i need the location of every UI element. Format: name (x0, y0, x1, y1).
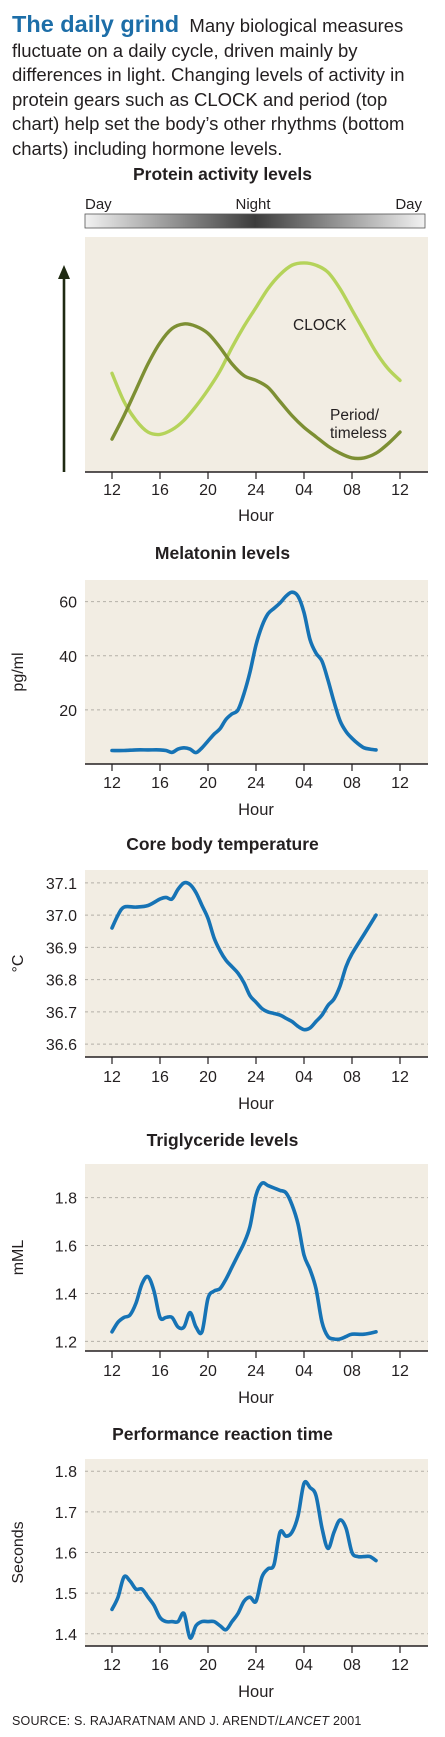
chart-title-temperature: Core body temperature (126, 834, 319, 854)
x-tick-label: 12 (103, 1363, 121, 1380)
y-tick-label: 1.6 (55, 1239, 77, 1256)
y-tick-label: 36.8 (46, 973, 77, 990)
x-tick-label: 08 (343, 1069, 361, 1086)
y-tick-label: 1.2 (55, 1334, 77, 1351)
y-axis-label: °C (10, 955, 27, 973)
x-tick-label: 08 (343, 482, 361, 499)
x-tick-label: 08 (343, 775, 361, 792)
y-axis-arrowhead (58, 265, 70, 279)
x-tick-label: 16 (151, 775, 169, 792)
period-timeless-line (110, 322, 402, 461)
y-tick-label: 1.5 (55, 1586, 77, 1603)
x-tick-label: 24 (247, 1363, 265, 1380)
source-credit: SOURCE: S. RAJARATNAM AND J. ARENDT/LANC… (12, 1714, 362, 1728)
x-axis-label: Hour (238, 1095, 274, 1113)
y-tick-label: 1.7 (55, 1505, 77, 1522)
x-axis-label: Hour (238, 507, 274, 525)
x-tick-label: 12 (391, 1363, 409, 1380)
y-tick-label: 1.4 (55, 1286, 77, 1303)
series-label-period: Period/timeless (330, 407, 387, 442)
y-tick-label: 36.7 (46, 1005, 77, 1022)
data-line (110, 1479, 378, 1640)
series-label-period-line1: Period/ (330, 407, 380, 424)
x-axis-label: Hour (238, 1389, 274, 1407)
x-tick-label: 08 (343, 1363, 361, 1380)
x-tick-label: 12 (391, 1069, 409, 1086)
intro-paragraph: The daily grind Many biological measures… (12, 12, 437, 161)
plot-area (85, 1459, 428, 1646)
source-text: SOURCE: S. RAJARATNAM AND J. ARENDT/ (12, 1714, 279, 1728)
clock-line (110, 261, 402, 437)
y-tick-label: 60 (59, 595, 77, 612)
y-tick-label: 37.1 (46, 876, 77, 893)
y-tick-label: 20 (59, 703, 77, 720)
headline: The daily grind (12, 11, 180, 37)
plot-area (85, 870, 428, 1057)
data-line (110, 1180, 378, 1342)
y-tick-label: 37.0 (46, 908, 77, 925)
y-axis-label: Seconds (10, 1521, 27, 1583)
x-tick-label: 24 (247, 482, 265, 499)
day-label-right: Day (395, 196, 422, 213)
night-label: Night (235, 196, 271, 213)
x-tick-label: 20 (199, 1657, 217, 1674)
x-tick-label: 16 (151, 1069, 169, 1086)
y-tick-label: 40 (59, 649, 77, 666)
chart-title-melatonin: Melatonin levels (154, 543, 291, 563)
y-axis-label: pg/ml (10, 652, 27, 691)
x-axis-label: Hour (238, 1683, 274, 1701)
x-tick-label: 04 (295, 1363, 313, 1380)
series-label-period-line2: timeless (330, 425, 387, 442)
x-tick-label: 24 (247, 1069, 265, 1086)
plot-area (85, 580, 428, 764)
x-tick-label: 12 (391, 482, 409, 499)
day-night-gradient-bar (84, 213, 426, 229)
x-tick-label: 20 (199, 482, 217, 499)
source-year: 2001 (329, 1714, 362, 1728)
x-tick-label: 20 (199, 1069, 217, 1086)
source-journal: LANCET (278, 1714, 330, 1728)
y-tick-label: 1.8 (55, 1191, 77, 1208)
x-tick-label: 20 (199, 1363, 217, 1380)
x-tick-label: 12 (391, 1657, 409, 1674)
day-label-left: Day (85, 196, 112, 213)
y-tick-label: 1.6 (55, 1546, 77, 1563)
y-tick-label: 1.4 (55, 1627, 77, 1644)
x-tick-label: 24 (247, 775, 265, 792)
data-line (110, 880, 378, 1032)
x-tick-label: 04 (295, 482, 313, 499)
y-tick-label: 36.9 (46, 940, 77, 957)
x-tick-label: 12 (103, 1069, 121, 1086)
plot-area (85, 237, 428, 472)
x-tick-label: 04 (295, 1069, 313, 1086)
x-tick-label: 20 (199, 775, 217, 792)
x-axis-label: Hour (238, 801, 274, 819)
y-axis-label: mML (10, 1240, 27, 1276)
x-tick-label: 08 (343, 1657, 361, 1674)
chart-title-triglyceride: Triglyceride levels (146, 1130, 299, 1150)
intro-text: Many biological measures fluctuate on a … (12, 15, 405, 159)
chart-title-protein: Protein activity levels (133, 164, 312, 184)
x-tick-label: 12 (103, 1657, 121, 1674)
x-tick-label: 12 (103, 775, 121, 792)
chart-title-reaction-time: Performance reaction time (112, 1424, 333, 1444)
series-label-clock: CLOCK (293, 317, 347, 334)
x-tick-label: 12 (391, 775, 409, 792)
x-tick-label: 16 (151, 482, 169, 499)
x-tick-label: 04 (295, 1657, 313, 1674)
x-tick-label: 24 (247, 1657, 265, 1674)
x-tick-label: 16 (151, 1657, 169, 1674)
data-line (110, 590, 378, 755)
x-tick-label: 12 (103, 482, 121, 499)
y-tick-label: 1.8 (55, 1464, 77, 1481)
x-tick-label: 16 (151, 1363, 169, 1380)
x-tick-label: 04 (295, 775, 313, 792)
y-tick-label: 36.6 (46, 1037, 77, 1054)
